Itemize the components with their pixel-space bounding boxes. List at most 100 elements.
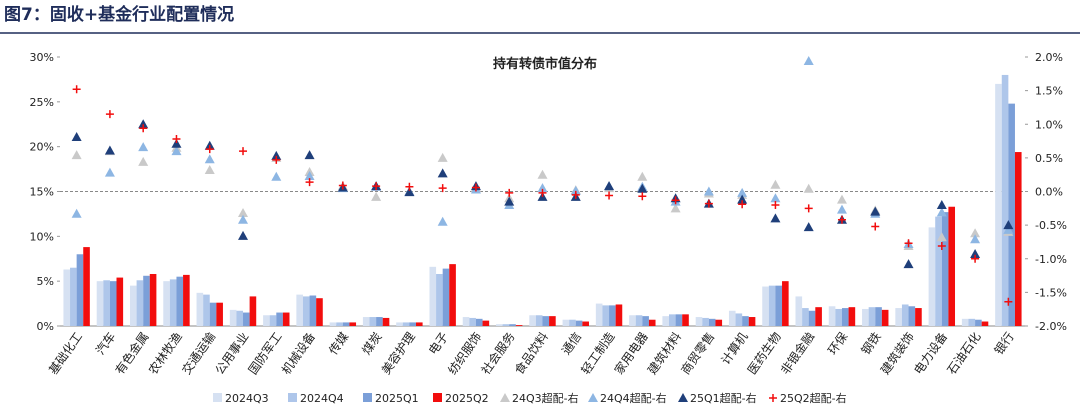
- bar: [249, 296, 257, 326]
- triangle-marker: [304, 150, 315, 160]
- bar: [83, 247, 90, 326]
- bar: [70, 267, 77, 326]
- bar: [648, 319, 656, 326]
- bar: [63, 269, 71, 326]
- triangle-marker: [936, 207, 947, 217]
- bar: [762, 286, 769, 326]
- x-tick-label: 煤炭: [359, 330, 384, 358]
- triangle-marker: [770, 193, 781, 203]
- bar: [975, 319, 982, 326]
- triangle-marker: [836, 194, 847, 204]
- plus-marker: [72, 85, 81, 94]
- triangle-marker: [171, 146, 182, 156]
- bar: [482, 320, 490, 326]
- triangle-marker: [737, 194, 748, 204]
- triangle-marker: [537, 183, 548, 193]
- bar: [143, 275, 150, 326]
- bar: [562, 319, 570, 326]
- legend-label: 2025Q1: [375, 392, 419, 405]
- triangle-marker: [138, 156, 149, 166]
- bar: [748, 317, 756, 326]
- bar: [462, 317, 470, 326]
- y-tick-label: 15%: [30, 186, 54, 199]
- plus-marker: [172, 135, 181, 144]
- plus-marker: [871, 222, 880, 231]
- triangle-marker: [604, 181, 615, 191]
- bar: [675, 314, 683, 326]
- triangle-marker: [271, 171, 282, 181]
- bar: [935, 216, 942, 326]
- bar: [941, 212, 949, 326]
- triangle-marker: [936, 232, 947, 242]
- plus-marker: [372, 182, 381, 191]
- plus-marker: [638, 192, 647, 201]
- triangle-marker: [770, 179, 781, 189]
- bar: [296, 294, 303, 326]
- chart-title: 持有转债市值分布: [493, 56, 597, 72]
- plus-marker: [205, 145, 214, 154]
- y2-tick-label: 1.0%: [1035, 118, 1063, 131]
- triangle-marker: [936, 199, 947, 209]
- bar: [96, 281, 104, 326]
- plus-marker: [272, 155, 281, 164]
- bar: [775, 285, 783, 326]
- bar: [535, 315, 543, 326]
- bar: [496, 324, 503, 326]
- bar: [149, 273, 157, 326]
- y2-tick-label: 0.0%: [1035, 186, 1063, 199]
- bar: [702, 317, 709, 326]
- bar: [895, 308, 902, 326]
- triangle-marker: [437, 152, 448, 162]
- plus-marker: [937, 241, 946, 250]
- plus-marker: [804, 204, 813, 213]
- bar: [302, 296, 310, 326]
- y2-tick-label: 0.5%: [1035, 152, 1063, 165]
- triangle-marker: [870, 206, 881, 216]
- triangle-marker: [737, 187, 748, 197]
- plus-marker: [837, 215, 846, 224]
- triangle-marker: [537, 169, 548, 179]
- bar: [569, 319, 576, 326]
- bar: [682, 314, 689, 326]
- bar: [136, 280, 144, 326]
- legend-label: 2025Q2: [445, 392, 489, 405]
- bar: [176, 276, 184, 326]
- bar: [948, 206, 956, 326]
- legend-label: 2024Q4: [300, 392, 344, 405]
- bar: [669, 314, 676, 326]
- triangle-marker: [371, 191, 382, 201]
- x-tick-label: 商贸零售: [678, 329, 718, 377]
- y-tick-label: 25%: [30, 96, 54, 109]
- y-tick-label: 20%: [30, 141, 54, 154]
- bar: [236, 310, 244, 326]
- triangle-marker: [770, 213, 781, 223]
- plus-marker: [305, 178, 314, 187]
- x-tick-label: 计算机: [718, 329, 751, 367]
- bar: [835, 308, 842, 326]
- triangle-marker: [204, 154, 215, 164]
- triangle-marker: [970, 249, 981, 259]
- bar: [116, 277, 124, 326]
- bar: [609, 305, 616, 326]
- triangle-marker: [703, 186, 714, 196]
- bar: [336, 322, 343, 326]
- triangle-marker: [836, 204, 847, 214]
- bar: [209, 302, 217, 326]
- bar: [629, 315, 636, 326]
- bar: [429, 266, 437, 326]
- bar: [915, 308, 922, 326]
- bar: [995, 83, 1002, 327]
- bar: [635, 315, 643, 326]
- y2-tick-label: 2.0%: [1035, 51, 1063, 64]
- plus-marker: [405, 182, 414, 191]
- legend-label: 24Q3超配-右: [512, 391, 579, 405]
- bar: [735, 313, 743, 326]
- bar: [342, 322, 350, 326]
- triangle-marker: [437, 216, 448, 226]
- bar: [349, 322, 357, 326]
- x-tick-label: 电子: [426, 330, 451, 358]
- plus-marker: [971, 254, 980, 263]
- bar: [469, 317, 476, 326]
- plus-marker: [738, 200, 747, 209]
